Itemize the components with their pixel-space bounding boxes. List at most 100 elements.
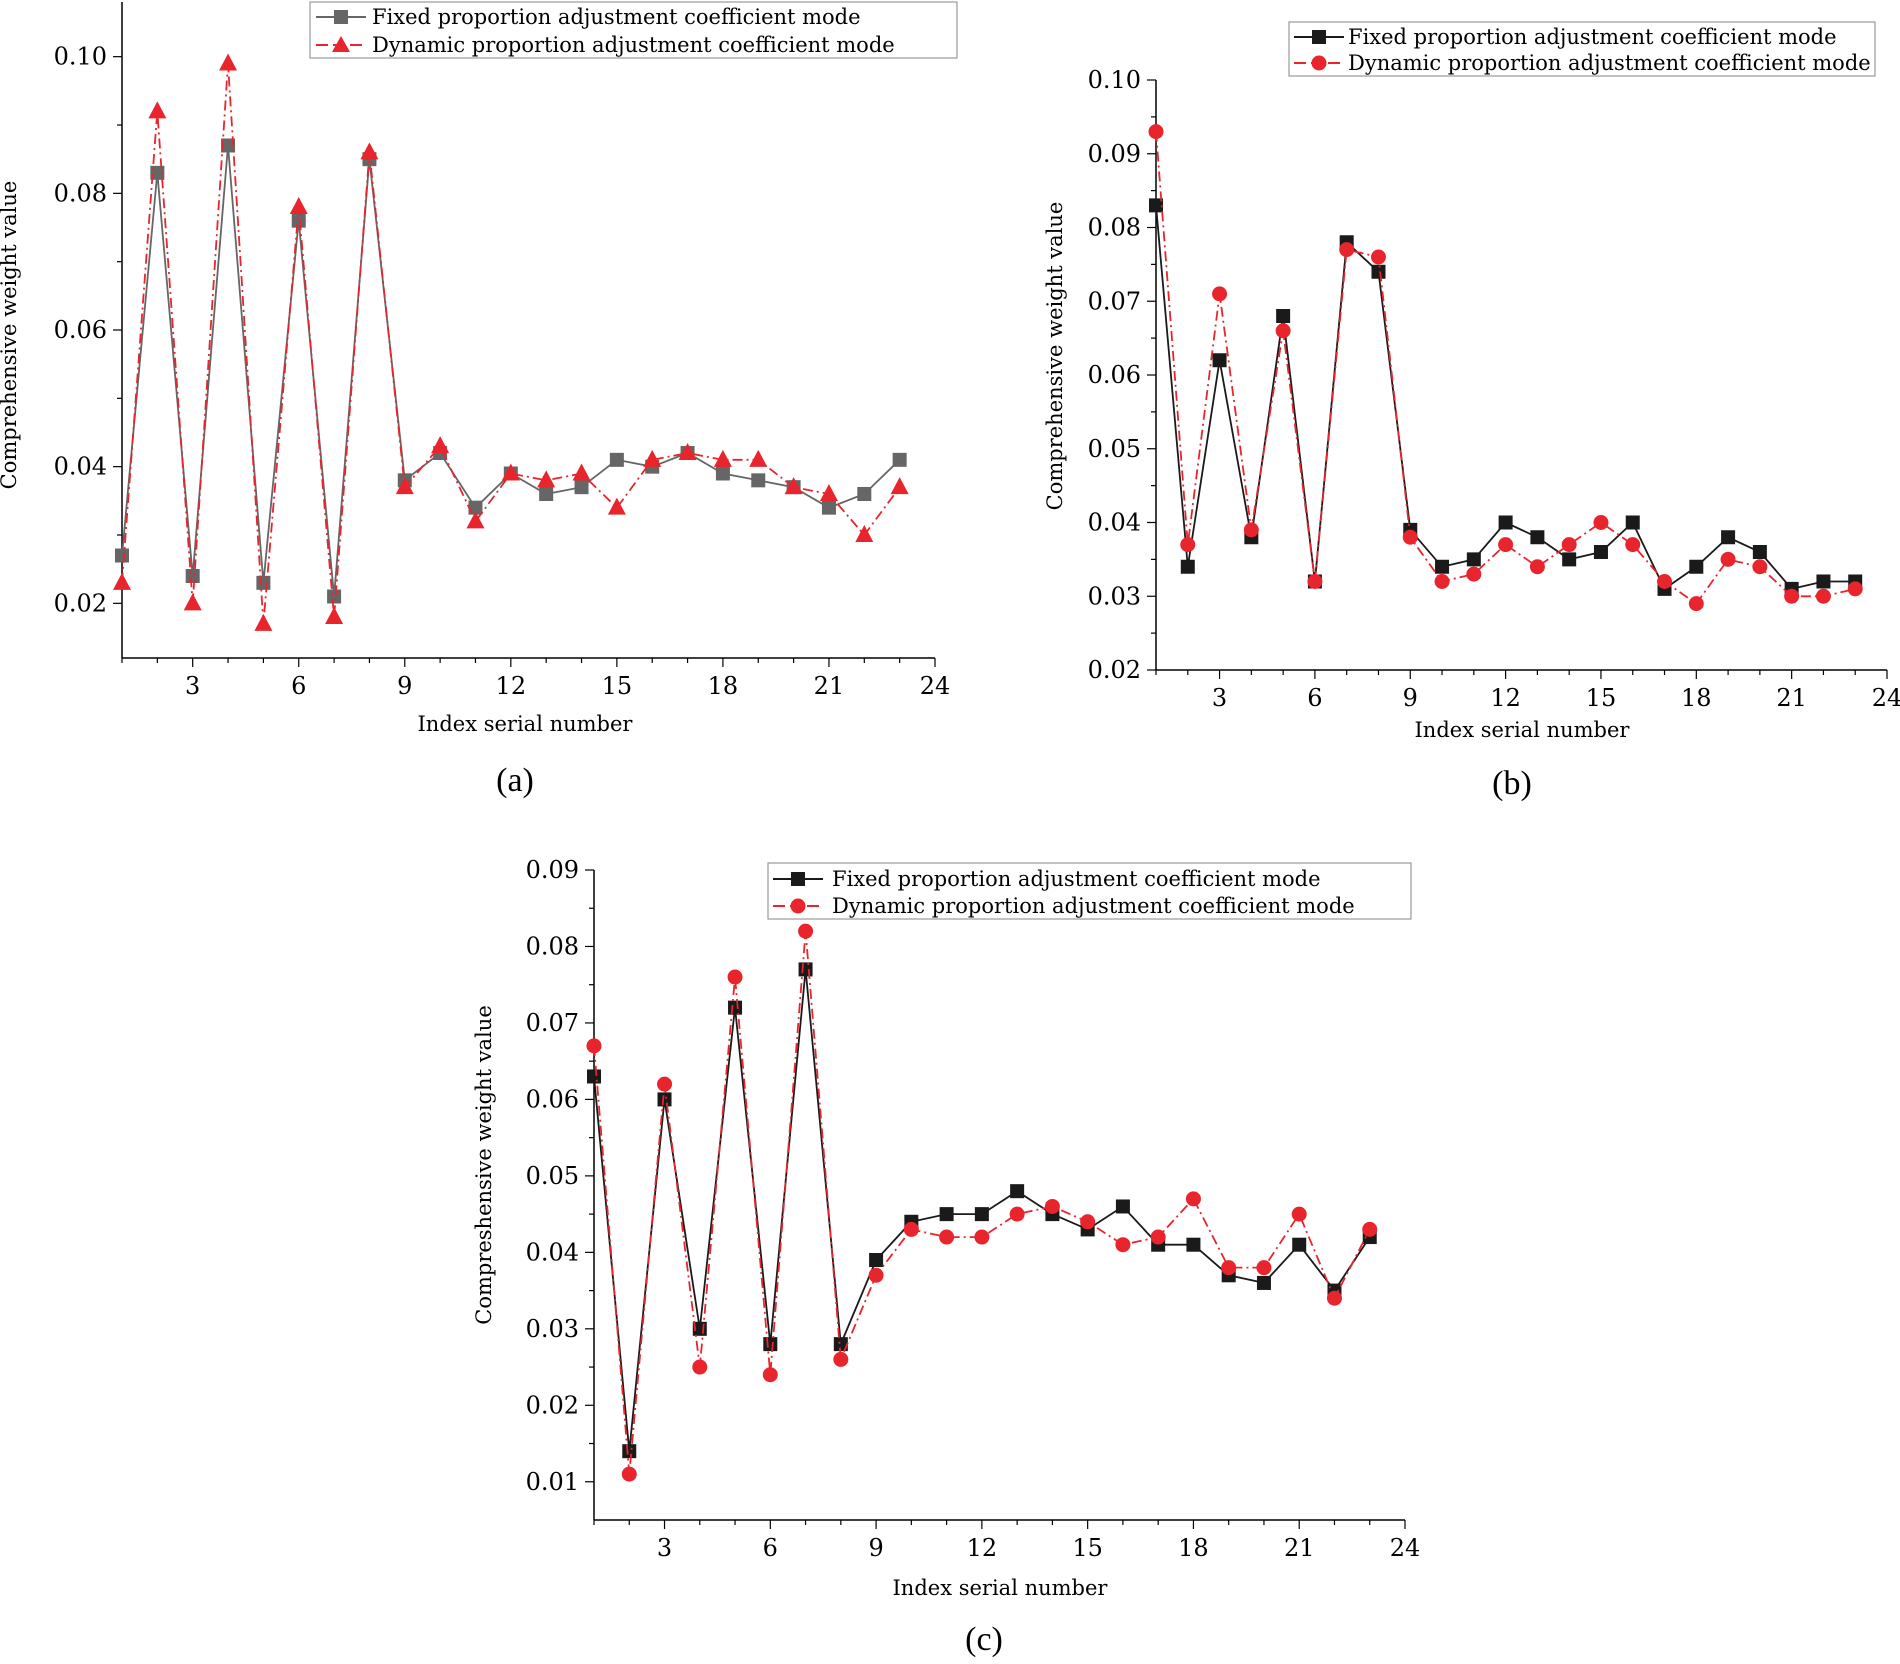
x-tick-label: 12: [967, 1534, 998, 1562]
x-tick-label: 15: [602, 672, 633, 700]
data-point-dynamic: [1498, 537, 1514, 553]
data-point-fixed: [115, 548, 129, 563]
data-point-fixed: [609, 452, 624, 467]
data-point-dynamic: [1275, 323, 1291, 339]
data-point-fixed: [587, 1069, 601, 1084]
y-tick-label: 0.04: [1088, 509, 1141, 537]
panel-b-legend-marker-dynamic: [1311, 55, 1327, 71]
data-point-dynamic: [1080, 1214, 1096, 1230]
data-point-dynamic: [113, 572, 131, 590]
data-point-dynamic: [890, 477, 909, 495]
data-point-dynamic: [1307, 574, 1323, 589]
data-point-dynamic: [1243, 522, 1259, 538]
data-point-fixed: [1562, 552, 1577, 567]
data-point-dynamic: [819, 484, 838, 501]
panel-c-legend-marker-fixed: [791, 872, 805, 886]
x-tick-label: 24: [1872, 684, 1900, 712]
x-tick-label: 15: [1072, 1534, 1103, 1562]
panel-b-legend-label-fixed: Fixed proportion adjustment coefficient …: [1348, 25, 1837, 49]
series-line-dynamic: [593, 931, 1371, 1475]
data-point-fixed: [763, 1337, 778, 1352]
data-point-dynamic: [360, 142, 379, 160]
y-tick-label: 0.03: [1088, 582, 1141, 610]
data-point-fixed: [1212, 353, 1227, 368]
data-point-fixed: [1149, 198, 1163, 213]
data-point-dynamic: [1180, 537, 1196, 553]
data-point-dynamic: [1529, 559, 1545, 575]
data-point-fixed: [185, 569, 200, 583]
data-point-fixed: [1256, 1275, 1271, 1290]
y-tick-label: 0.06: [526, 1085, 579, 1113]
panel-b-legend: Fixed proportion adjustment coefficient …: [1288, 21, 1876, 77]
y-tick-label: 0.08: [526, 932, 579, 960]
panel-a-legend-marker-fixed: [334, 10, 348, 24]
panel-c-label: (c): [965, 1621, 1003, 1658]
series-line-fixed: [121, 145, 901, 597]
panel-c-ylabel: Compreshensive weight value: [472, 1005, 496, 1325]
data-point-dynamic: [1434, 574, 1450, 589]
y-tick-label: 0.02: [54, 589, 107, 617]
data-point-dynamic: [784, 477, 803, 495]
panel-a-ylabel: Comprehensive weight value: [0, 181, 21, 490]
panel-b-label: (b): [1492, 765, 1532, 802]
data-point-fixed: [539, 487, 554, 501]
x-tick-label: 9: [1403, 684, 1418, 712]
y-tick-label: 0.09: [1088, 140, 1141, 168]
data-point-fixed: [1466, 552, 1481, 567]
panel-c-legend: Fixed proportion adjustment coefficient …: [767, 862, 1412, 920]
x-tick-label: 12: [1490, 684, 1521, 712]
data-point-dynamic: [1256, 1260, 1272, 1276]
data-point-dynamic: [657, 1076, 673, 1092]
y-tick-label: 0.08: [54, 179, 107, 207]
data-point-dynamic: [678, 443, 697, 460]
data-point-dynamic: [749, 449, 768, 467]
data-point-fixed: [1435, 559, 1450, 574]
panel-c-xlabel: Index serial number: [893, 1576, 1109, 1600]
data-point-dynamic: [1362, 1221, 1378, 1237]
data-point-fixed: [1498, 515, 1513, 530]
data-point-dynamic: [1657, 574, 1673, 589]
x-tick-label: 21: [1776, 684, 1807, 712]
data-point-fixed: [1593, 545, 1608, 559]
panel-a-legend: Fixed proportion adjustment coefficient …: [309, 1, 958, 59]
panel-c-legend-label-fixed: Fixed proportion adjustment coefficient …: [832, 867, 1321, 891]
panel-b-legend-marker-fixed: [1312, 30, 1326, 44]
data-point-dynamic: [431, 436, 450, 454]
data-point-dynamic: [1593, 515, 1609, 530]
data-point-dynamic: [713, 449, 732, 467]
panel-a-legend-box: [309, 1, 958, 59]
x-tick-label: 18: [1178, 1534, 1209, 1562]
chart-panel-a: 3 6 9 12 15 18 21 24 0.02 0.04 0.06 0.08 0.10 (a) In…: [0, 1, 958, 799]
data-point-fixed: [1689, 559, 1704, 574]
y-tick-label: 0.02: [526, 1391, 579, 1419]
data-point-fixed: [751, 473, 766, 488]
data-point-fixed: [657, 1092, 672, 1107]
y-tick-label: 0.05: [1088, 435, 1141, 463]
data-point-dynamic: [1847, 581, 1863, 597]
data-point-fixed: [1816, 574, 1831, 589]
data-point-fixed: [221, 138, 236, 153]
chart-panel-b: 3 6 9 12 15 18 21 24 0.02 0.03 0.04 0.05 0.06 0.07 0.0…: [1043, 21, 1900, 802]
panel-c-legend-label-dynamic: Dynamic proportion adjustment coefficien…: [832, 894, 1355, 918]
data-point-fixed: [1292, 1237, 1307, 1252]
y-tick-label: 0.04: [54, 453, 107, 481]
x-tick-label: 6: [291, 672, 306, 700]
data-point-fixed: [1530, 530, 1545, 545]
y-tick-label: 0.10: [54, 43, 107, 71]
x-tick-label: 18: [708, 672, 739, 700]
x-tick-label: 9: [397, 672, 412, 700]
chart-panel-c: 3 6 9 12 15 18 21 24 0.01 0.02 0.03 0.04 0.05 0.06 0.0…: [472, 856, 1420, 1658]
data-point-dynamic: [1212, 286, 1228, 302]
data-point-dynamic: [466, 511, 485, 529]
panel-a-legend-label-dynamic: Dynamic proportion adjustment coefficien…: [372, 33, 895, 57]
data-point-fixed: [1371, 264, 1386, 279]
data-point-dynamic: [1688, 596, 1704, 612]
panel-a-xlabel: Index serial number: [418, 712, 634, 736]
y-tick-label: 0.08: [1088, 214, 1141, 242]
data-point-fixed: [857, 487, 872, 501]
data-point-fixed: [256, 575, 271, 590]
data-point-fixed: [1752, 545, 1767, 559]
data-point-dynamic: [939, 1229, 955, 1245]
x-tick-label: 3: [657, 1534, 672, 1562]
